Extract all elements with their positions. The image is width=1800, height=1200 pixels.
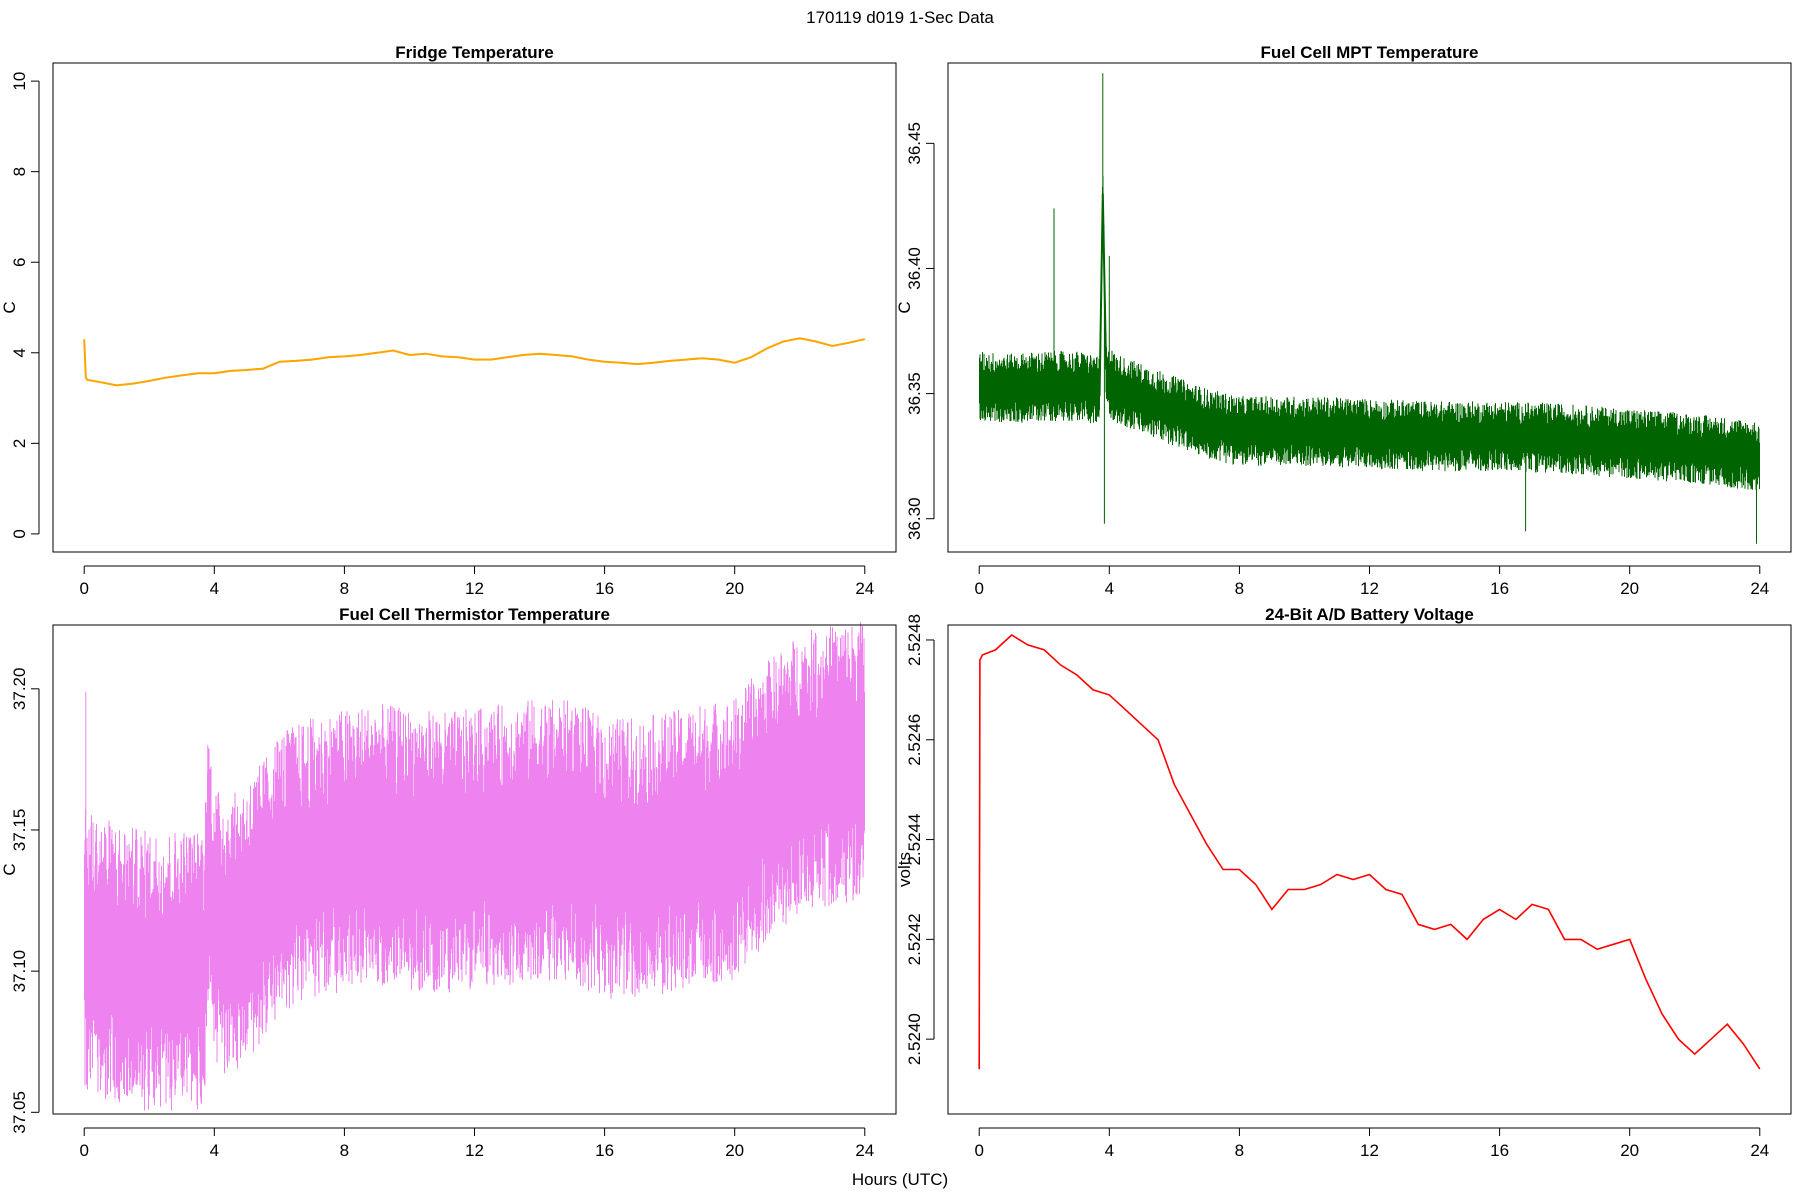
panel-title: Fuel Cell Thermistor Temperature <box>339 605 610 624</box>
x-tick-label: 20 <box>725 579 744 598</box>
panel-title: Fuel Cell MPT Temperature <box>1261 43 1479 62</box>
x-tick-label: 24 <box>1750 1141 1769 1160</box>
x-tick-label: 12 <box>465 579 484 598</box>
y-tick-label: 2.5242 <box>905 913 924 965</box>
y-tick-label: 2.5244 <box>905 814 924 866</box>
x-tick-label: 4 <box>210 579 219 598</box>
series-line <box>84 621 865 1111</box>
plot-frame <box>947 62 1792 553</box>
x-tick-label: 16 <box>595 579 614 598</box>
y-tick-label: 4 <box>10 348 29 357</box>
y-tick-label: 8 <box>10 167 29 176</box>
panel-title: Fridge Temperature <box>395 43 553 62</box>
x-tick-label: 4 <box>210 1141 219 1160</box>
x-tick-label: 16 <box>1490 1141 1509 1160</box>
x-tick-label: 16 <box>1490 579 1509 598</box>
y-tick-label: 2.5240 <box>905 1013 924 1065</box>
plot-frame <box>52 62 897 553</box>
x-tick-label: 4 <box>1105 1141 1114 1160</box>
plot-frame <box>947 624 1792 1115</box>
x-tick-label: 0 <box>79 1141 88 1160</box>
figure-suptitle: 170119 d019 1-Sec Data <box>806 8 994 27</box>
x-tick-label: 20 <box>725 1141 744 1160</box>
panel-fuel-cell-thermistor-temperature: Fuel Cell Thermistor Temperature 0 4 8 12 16 2… <box>0 605 897 1160</box>
y-axis-label: C <box>895 301 914 313</box>
x-tick-label: 16 <box>595 1141 614 1160</box>
x-tick-label: 20 <box>1620 579 1639 598</box>
y-tick-label: 36.35 <box>905 372 924 415</box>
y-tick-label: 2 <box>10 439 29 448</box>
panel-battery-voltage: 24-Bit A/D Battery Voltage 0 4 8 12 16 20 24 2.5… <box>895 605 1792 1160</box>
y-axis-label: C <box>0 301 19 313</box>
y-tick-label: 2.5246 <box>905 714 924 766</box>
y-tick-label: 10 <box>10 72 29 91</box>
y-tick-label: 37.10 <box>10 950 29 993</box>
x-tick-label: 12 <box>465 1141 484 1160</box>
y-axis-label: volts <box>895 852 914 887</box>
x-tick-label: 0 <box>79 579 88 598</box>
y-tick-label: 36.30 <box>905 497 924 540</box>
y-tick-label: 36.45 <box>905 122 924 165</box>
x-tick-label: 20 <box>1620 1141 1639 1160</box>
x-tick-label: 12 <box>1360 579 1379 598</box>
y-tick-label: 37.05 <box>10 1091 29 1134</box>
y-tick-label: 36.40 <box>905 247 924 290</box>
y-tick-label: 2.5248 <box>905 614 924 666</box>
x-tick-label: 12 <box>1360 1141 1379 1160</box>
x-tick-label: 0 <box>974 1141 983 1160</box>
x-tick-label: 8 <box>1235 579 1244 598</box>
series-center-line <box>979 193 1760 458</box>
x-tick-label: 8 <box>340 579 349 598</box>
figure-xlabel: Hours (UTC) <box>852 1170 948 1189</box>
x-tick-label: 24 <box>855 579 874 598</box>
series-center-line <box>83 758 865 973</box>
x-tick-label: 8 <box>1235 1141 1244 1160</box>
y-axis-label: C <box>0 863 19 875</box>
series-center-line <box>83 337 866 387</box>
plot-frame <box>52 624 897 1115</box>
y-tick-label: 37.15 <box>10 809 29 852</box>
panel-title: 24-Bit A/D Battery Voltage <box>1265 605 1474 624</box>
series-line <box>978 634 1761 1070</box>
x-tick-label: 24 <box>855 1141 874 1160</box>
y-tick-label: 0 <box>10 529 29 538</box>
y-tick-label: 6 <box>10 257 29 266</box>
x-tick-label: 4 <box>1105 579 1114 598</box>
y-tick-label: 37.20 <box>10 668 29 711</box>
panel-fuel-cell-mpt-temperature: Fuel Cell MPT Temperature 0 4 8 12 16 20 24 36.3… <box>895 43 1792 598</box>
x-tick-label: 8 <box>340 1141 349 1160</box>
x-tick-label: 0 <box>974 579 983 598</box>
x-tick-label: 24 <box>1750 579 1769 598</box>
